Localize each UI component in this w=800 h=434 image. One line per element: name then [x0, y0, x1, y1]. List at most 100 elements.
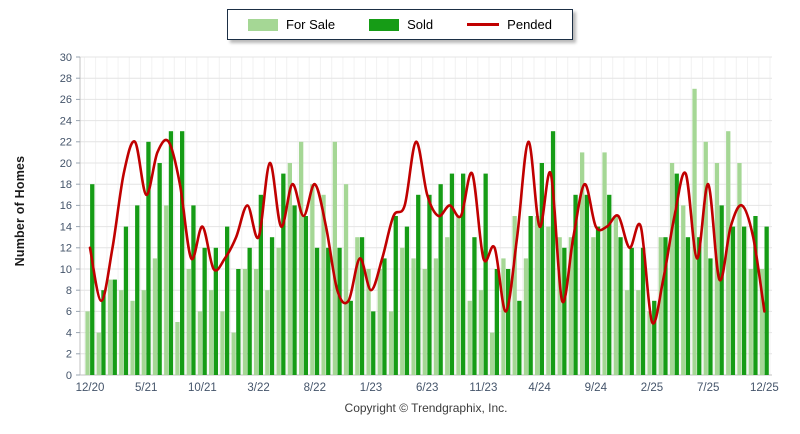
for-sale-bar: [141, 290, 146, 375]
sold-bars: [90, 131, 769, 375]
for-sale-bar: [613, 216, 618, 375]
legend-label-for-sale: For Sale: [286, 17, 336, 32]
legend-label-sold: Sold: [407, 17, 434, 32]
sold-bar: [674, 173, 679, 375]
sold-bar: [562, 247, 567, 375]
legend-item-sold: Sold: [369, 17, 433, 32]
sold-bar: [472, 237, 477, 375]
for-sale-bar: [299, 141, 304, 375]
for-sale-bar: [669, 163, 675, 375]
sold-bar: [247, 247, 252, 375]
sold-bar: [550, 131, 556, 375]
for-sale-bar: [321, 194, 326, 375]
x-tick-label: 8/22: [304, 382, 326, 394]
x-tick-label: 9/24: [585, 382, 608, 394]
x-tick-label: 4/24: [528, 382, 551, 394]
for-sale-bar: [681, 205, 686, 375]
sold-bar: [517, 300, 522, 375]
sold-bar: [663, 237, 668, 375]
sold-bar: [236, 269, 241, 375]
sold-bar: [685, 237, 691, 375]
for-sale-bar: [96, 332, 101, 375]
pended-line: [88, 138, 766, 325]
pended-swatch-icon: [467, 23, 500, 26]
for-sale-bar: [186, 269, 191, 375]
sold-bar: [168, 131, 174, 375]
copyright-text: Copyright © Trendgraphix, Inc.: [344, 401, 508, 415]
for-sale-bar: [478, 290, 484, 375]
for-sale-bar: [400, 247, 405, 375]
y-tick-label: 18: [60, 179, 72, 191]
sold-bar: [742, 226, 747, 375]
sold-bar: [528, 216, 533, 375]
for-sale-bar: [748, 269, 753, 375]
for-sale-bar: [209, 290, 214, 375]
x-tick-label: 7/25: [697, 382, 719, 394]
sold-bar: [449, 173, 455, 375]
for-sale-bar: [568, 237, 573, 375]
y-tick-label: 26: [60, 94, 72, 106]
sold-bar: [258, 194, 263, 375]
sold-bar: [494, 269, 499, 375]
x-tick-label: 12/25: [750, 382, 779, 394]
sold-bar: [764, 226, 769, 375]
sold-bar: [393, 216, 398, 375]
x-tick-label: 12/20: [76, 382, 105, 394]
legend-item-pended: Pended: [467, 17, 552, 32]
legend-item-for-sale: For Sale: [248, 17, 335, 32]
y-tick-label: 22: [60, 137, 72, 149]
sold-bar: [135, 205, 140, 375]
for-sale-bar: [343, 184, 349, 375]
for-sale-bar: [107, 279, 113, 375]
y-tick-label: 14: [60, 221, 72, 233]
sold-bar: [269, 237, 275, 375]
sold-bar: [652, 300, 657, 375]
y-tick-label: 24: [60, 115, 72, 127]
sold-bar: [416, 194, 421, 375]
for-sale-bar: [591, 237, 596, 375]
sold-bar: [281, 173, 286, 375]
for-sale-bar: [692, 88, 697, 376]
for-sale-bar: [366, 269, 371, 375]
sold-bar: [629, 247, 634, 375]
sold-bar: [112, 279, 117, 375]
sold-bar: [697, 237, 702, 375]
sold-bar: [348, 300, 353, 375]
y-tick-label: 28: [60, 73, 72, 85]
chart-legend: For Sale Sold Pended: [227, 9, 573, 40]
sold-bar: [719, 205, 724, 375]
for-sale-bar: [152, 258, 158, 375]
for-sale-bar: [388, 311, 394, 375]
y-tick-label: 30: [60, 52, 72, 64]
x-tick-label: 5/21: [135, 382, 157, 394]
y-tick-label: 6: [66, 306, 72, 318]
sold-bar: [101, 290, 106, 375]
for-sale-bar: [242, 269, 248, 375]
for-sale-bar: [310, 184, 315, 375]
x-tick-label: 10/21: [188, 382, 217, 394]
for-sale-bar: [422, 269, 427, 375]
sold-bar: [404, 226, 410, 375]
y-tick-label: 16: [60, 200, 72, 212]
for-sale-bar: [580, 152, 585, 375]
for-sale-bar: [490, 332, 495, 375]
y-tick-label: 20: [60, 158, 72, 170]
x-tick-label: 6/23: [416, 382, 438, 394]
for-sale-bar: [265, 290, 270, 375]
y-tick-label: 4: [66, 327, 72, 339]
x-axis-ticks: 12/20 5/21 10/21 3/22 8/22 1/23 6/23 11/23 4/24 9…: [76, 382, 779, 394]
sold-bar: [506, 269, 511, 375]
for-sale-bar: [636, 290, 641, 375]
for-sale-bar: [85, 311, 90, 375]
for-sale-bar: [433, 258, 439, 375]
for-sale-bar: [411, 258, 416, 375]
sold-bar: [427, 194, 432, 375]
for-sale-bar: [703, 141, 708, 375]
x-tick-label: 3/22: [247, 382, 269, 394]
for-sale-bar: [119, 290, 124, 375]
x-tick-label: 2/25: [641, 382, 663, 394]
sold-bar: [191, 205, 196, 375]
sold-bar: [461, 173, 466, 375]
